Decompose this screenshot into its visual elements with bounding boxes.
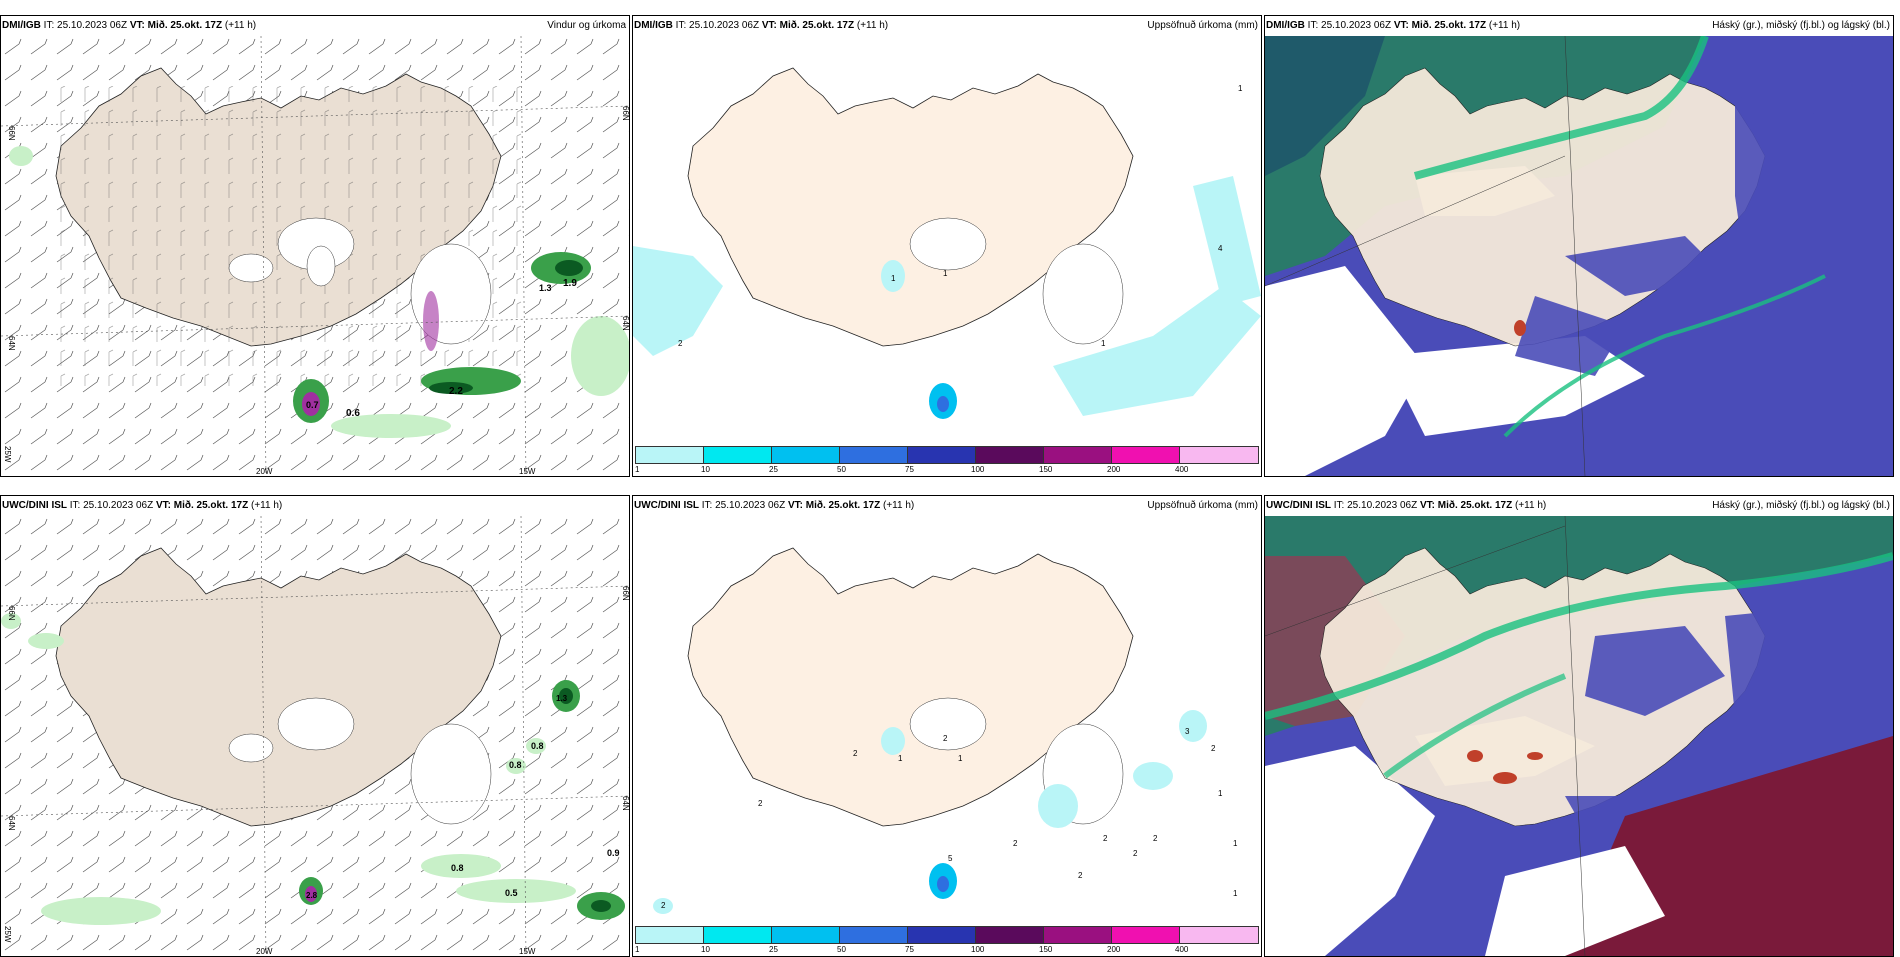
lat-label-64n: 64N — [7, 816, 16, 831]
value-label: 2 — [853, 749, 858, 758]
lon-label-20w: 20W — [256, 467, 273, 476]
value-label: 2.8 — [306, 891, 318, 900]
value-label: 1 — [1238, 84, 1243, 93]
panel-header: UWC/DINI ISL IT: 25.10.2023 06Z VT: Mið.… — [2, 500, 283, 511]
value-label: 1 — [891, 274, 896, 283]
lon-label-15w: 15W — [519, 467, 536, 476]
value-label: 0.7 — [306, 400, 319, 410]
colorbar-tick: 200 — [1107, 465, 1121, 474]
panel-header: DMI/IGB IT: 25.10.2023 06Z VT: Mið. 25.o… — [634, 20, 1258, 31]
wind-precip-map: 66N 64N 66N 64N 25W 20W 15W 0.8 0.8 0.8 … — [1, 516, 629, 956]
value-label: 0.5 — [505, 888, 518, 898]
colorbar-tick: 1 — [635, 465, 640, 474]
lat-label-66n: 66N — [7, 126, 16, 141]
clouds-map — [1265, 36, 1893, 476]
value-label: 1 — [1233, 839, 1238, 848]
lat-label-66n-right: 66N — [621, 586, 629, 601]
colorbar-tick: 10 — [701, 465, 710, 474]
value-label: 1.3 — [556, 694, 568, 703]
accum-precip-map: 2 2 1 2 1 2 3 2 1 2 2 1 2 5 2 1 2 — [633, 516, 1261, 956]
lon-label-20w: 20W — [256, 947, 273, 956]
panel-dmi-clouds: DMI/IGB IT: 25.10.2023 06Z VT: Mið. 25.o… — [1264, 15, 1894, 477]
value-label: 0.8 — [509, 760, 522, 770]
colorbar-tick: 400 — [1175, 465, 1189, 474]
value-label: 2 — [1153, 834, 1158, 843]
value-label: 1.3 — [539, 283, 552, 293]
value-label: 1 — [958, 754, 963, 763]
value-label: 2 — [1078, 871, 1083, 880]
value-label: 1 — [1218, 789, 1223, 798]
colorbar-tick: 100 — [971, 465, 985, 474]
colorbar-tick: 75 — [905, 465, 914, 474]
lat-label-66n-right: 66N — [621, 106, 629, 121]
clouds-map — [1265, 516, 1893, 956]
panel-dmi-wind: DMI/IGB IT: 25.10.2023 06Z VT: Mið. 25.o… — [0, 15, 630, 477]
corner-label: 25W — [3, 926, 12, 943]
value-label: 2 — [1103, 834, 1108, 843]
panel-uwc-wind: UWC/DINI ISL IT: 25.10.2023 06Z VT: Mið.… — [0, 495, 630, 957]
value-label: 0.6 — [346, 408, 360, 419]
value-label: 2 — [1133, 849, 1138, 858]
value-label: 5 — [948, 854, 953, 863]
panel-header: DMI/IGB IT: 25.10.2023 06Z VT: Mið. 25.o… — [1266, 20, 1890, 31]
panel-header: DMI/IGB IT: 25.10.2023 06Z VT: Mið. 25.o… — [2, 20, 626, 31]
value-label: 0.8 — [531, 741, 544, 751]
value-label: 2.2 — [449, 386, 463, 397]
lat-label-64n-right: 64N — [621, 316, 629, 331]
value-label: 2 — [1211, 744, 1216, 753]
lat-label-64n: 64N — [7, 336, 16, 351]
colorbar-tick: 25 — [769, 465, 778, 474]
lat-label-66n: 66N — [7, 606, 16, 621]
value-label: 3 — [1185, 727, 1190, 736]
value-label: 2 — [943, 734, 948, 743]
lon-label-15w: 15W — [519, 947, 536, 956]
value-label: 2 — [1013, 839, 1018, 848]
value-label: 1 — [1101, 339, 1106, 348]
value-label: 2 — [678, 339, 683, 348]
value-label: 1 — [898, 754, 903, 763]
value-label: 2 — [661, 901, 666, 910]
panel-header: UWC/DINI ISL IT: 25.10.2023 06Z VT: Mið.… — [634, 500, 1258, 511]
value-label: 1 — [943, 269, 948, 278]
accum-precip-map: 1 2 4 1 1 1 — [633, 36, 1261, 476]
value-label: 1 — [1233, 889, 1238, 898]
panel-dmi-accum-precip: DMI/IGB IT: 25.10.2023 06Z VT: Mið. 25.o… — [632, 15, 1262, 477]
precip-colorbar: 1 10 25 50 75 100 150 200 400 — [633, 446, 1261, 476]
value-label: 1.9 — [563, 278, 577, 289]
wind-precip-map: 66N 64N 66N 64N 25W 20W 15W 0.6 2.2 1.9 … — [1, 36, 629, 476]
panel-uwc-accum-precip: UWC/DINI ISL IT: 25.10.2023 06Z VT: Mið.… — [632, 495, 1262, 957]
colorbar-tick: 150 — [1039, 465, 1053, 474]
value-label: 2 — [758, 799, 763, 808]
value-label: 0.9 — [607, 848, 620, 858]
panel-uwc-clouds: UWC/DINI ISL IT: 25.10.2023 06Z VT: Mið.… — [1264, 495, 1894, 957]
lat-label-64n-right: 64N — [621, 796, 629, 811]
colorbar-tick: 50 — [837, 465, 846, 474]
value-label: 0.8 — [451, 863, 464, 873]
panel-header: UWC/DINI ISL IT: 25.10.2023 06Z VT: Mið.… — [1266, 500, 1890, 511]
corner-label: 25W — [3, 446, 12, 463]
value-label: 4 — [1218, 244, 1223, 253]
precip-colorbar: 1 10 25 50 75 100 150 200 400 — [633, 926, 1261, 956]
